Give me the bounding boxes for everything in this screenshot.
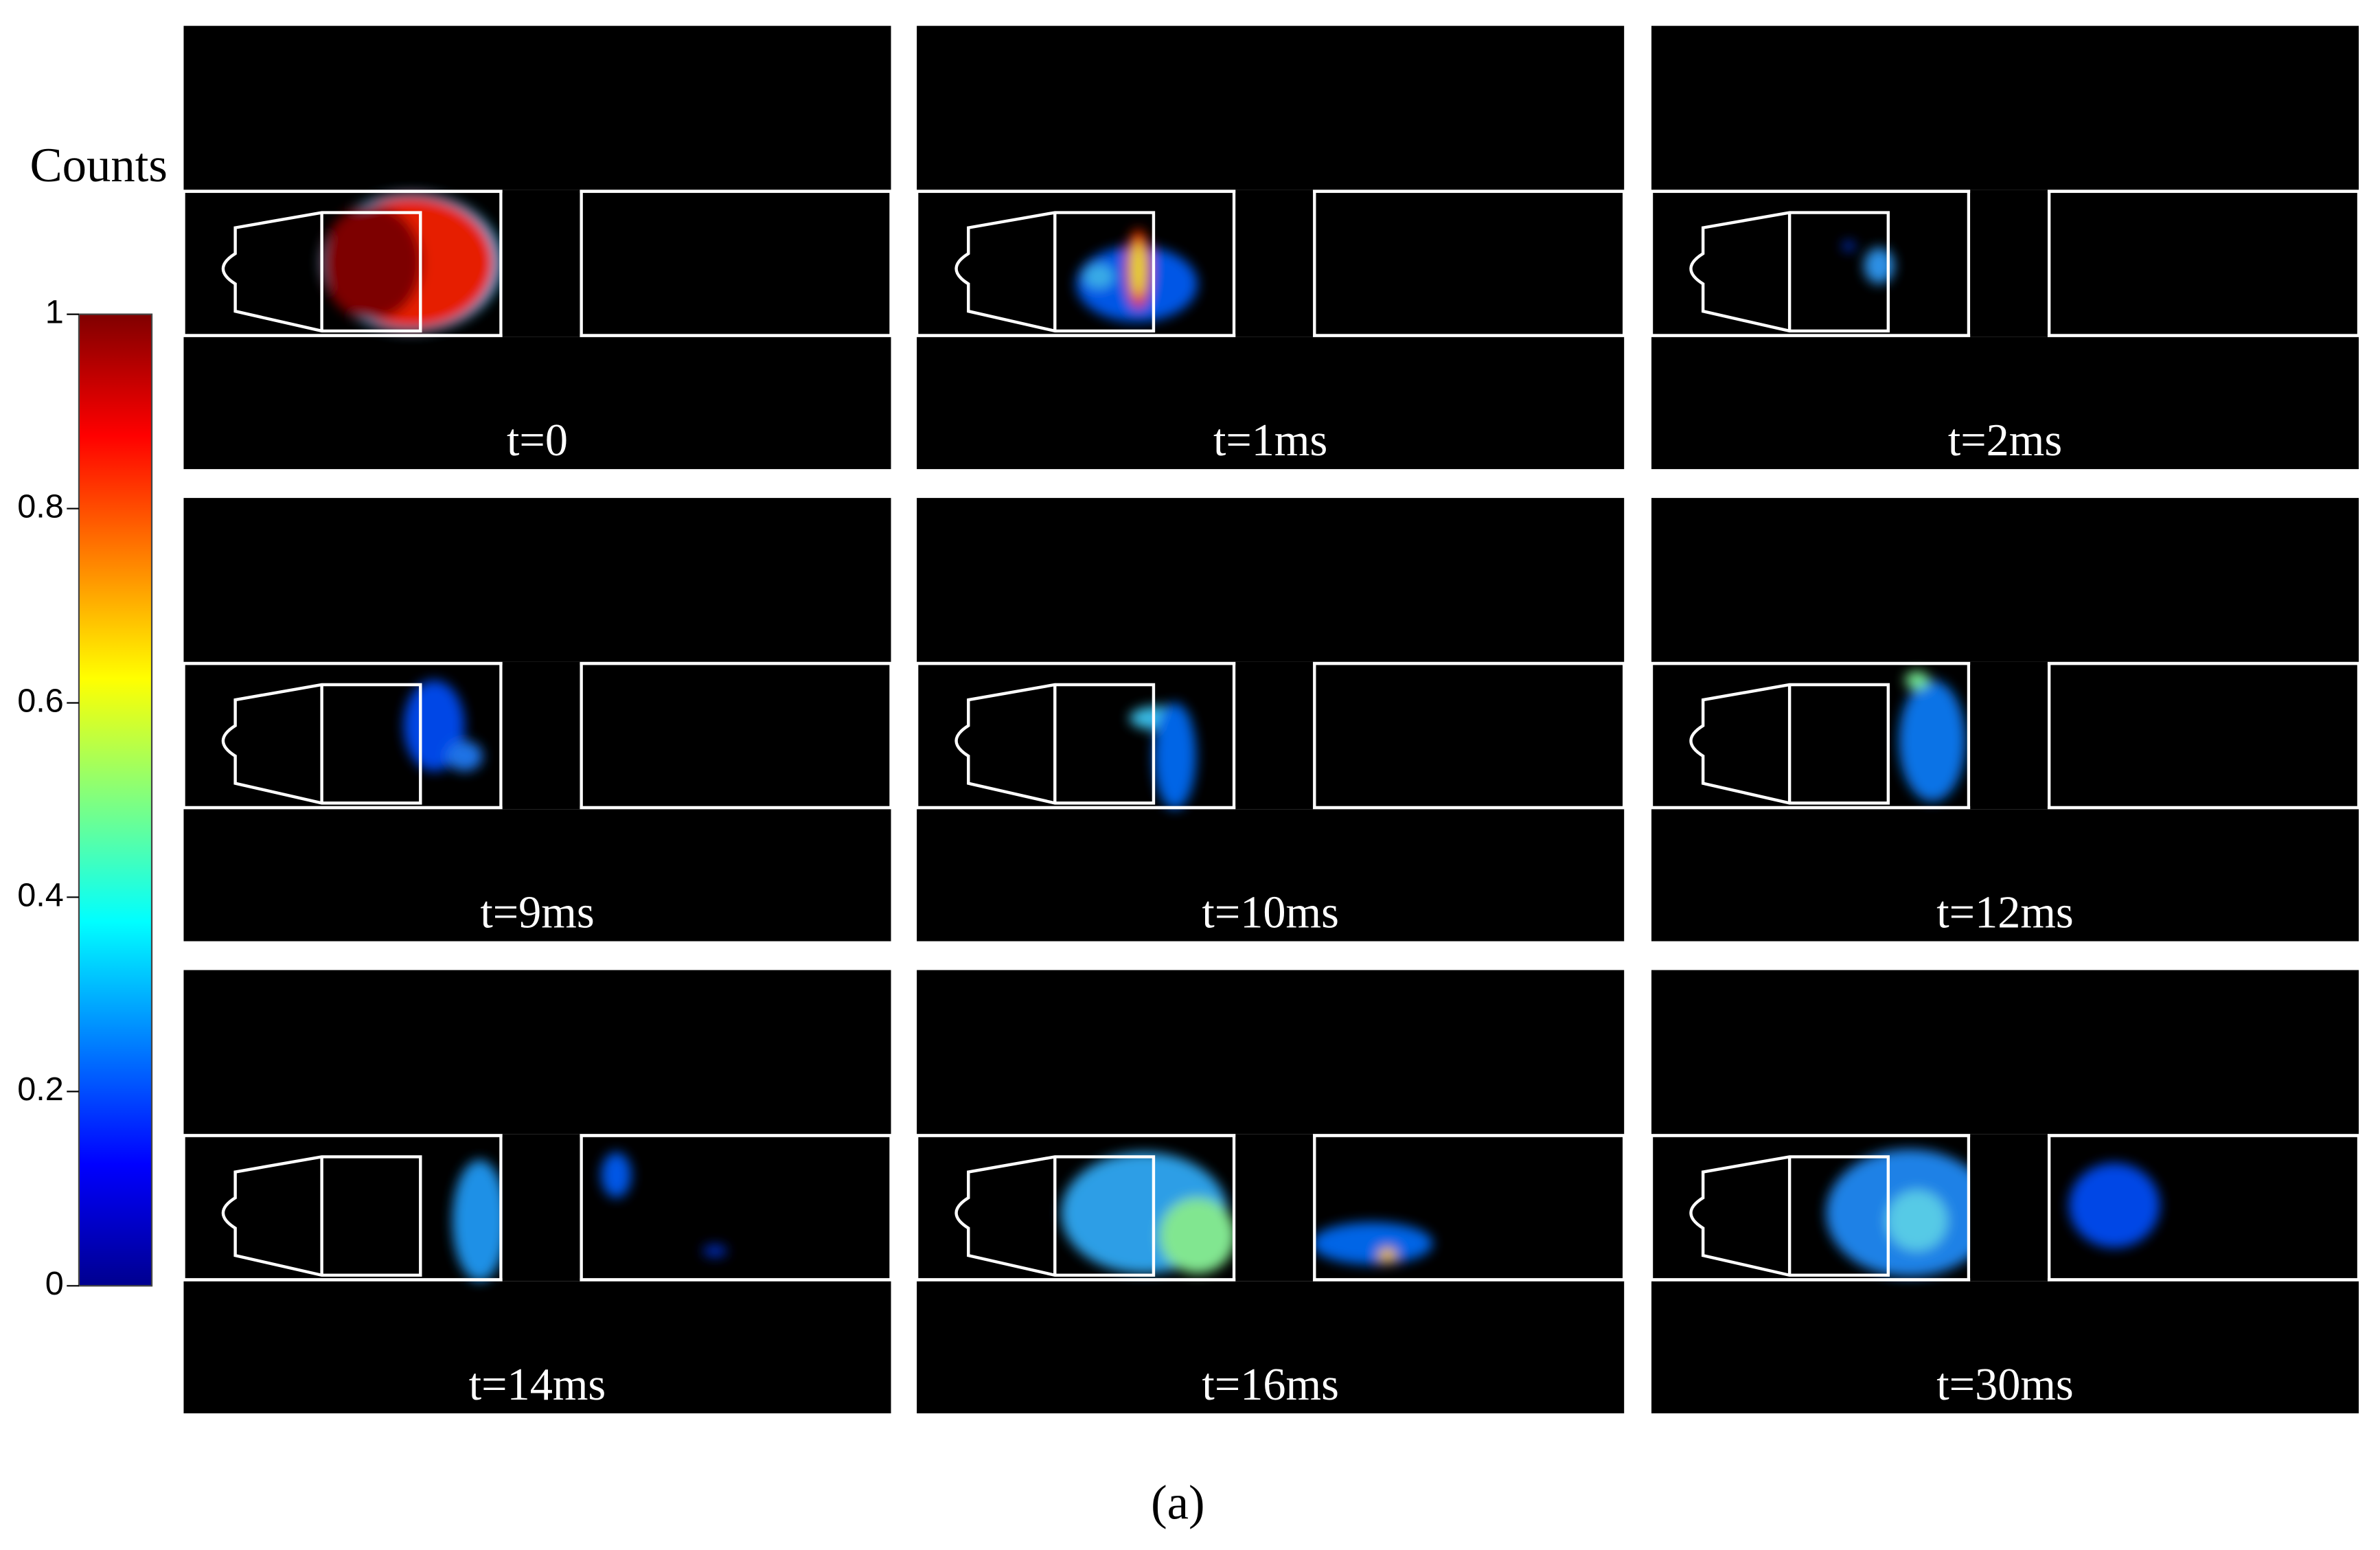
panel: t=12ms	[1649, 498, 2361, 942]
gap	[1235, 661, 1314, 810]
panel-label: t=16ms	[1202, 1360, 1338, 1410]
gap	[1970, 1134, 2048, 1281]
flame-blob	[1842, 241, 1855, 251]
left-box	[1649, 661, 1971, 810]
engine-outline	[954, 683, 1156, 805]
panel: t=9ms	[182, 498, 893, 942]
flame	[1899, 671, 1966, 802]
flame-blob	[1084, 264, 1114, 289]
panel: t=14ms	[182, 970, 893, 1413]
flame-blob	[1905, 671, 1930, 689]
colorbar-tick-label: 0	[45, 1265, 64, 1302]
flame	[403, 680, 483, 771]
right-box	[2047, 190, 2361, 337]
flame-blob	[1378, 1248, 1397, 1264]
left-box	[182, 1134, 503, 1281]
flame	[1129, 703, 1196, 810]
panel-label: t=10ms	[1202, 887, 1338, 937]
panel-label: t=30ms	[1936, 1360, 2073, 1410]
flame	[1061, 1152, 1433, 1274]
right-box	[2047, 1134, 2361, 1281]
gap	[1235, 190, 1314, 337]
colorbar-tick-label: 1	[45, 293, 64, 330]
flame-blob	[1153, 703, 1196, 810]
flame-blob	[321, 205, 422, 321]
engine-outline	[954, 1155, 1156, 1277]
flame-blob	[2068, 1163, 2160, 1249]
colorbar	[78, 313, 153, 1287]
left-box	[915, 661, 1236, 810]
left-box	[182, 661, 503, 810]
flame-blob	[601, 1152, 632, 1198]
right-box	[2047, 661, 2361, 810]
left-box	[182, 190, 503, 337]
flame-blob	[1899, 680, 1966, 802]
flame-blob	[1132, 241, 1145, 297]
engine-outline	[221, 683, 422, 805]
gap	[1235, 1134, 1314, 1281]
colorbar-tick-label: 0.6	[17, 682, 64, 719]
gap	[502, 661, 580, 810]
panel: t=0	[182, 25, 893, 470]
right-box	[1313, 661, 1626, 810]
engine-outline	[954, 211, 1156, 333]
right-box	[1313, 1134, 1626, 1281]
panel-label: t=0	[507, 415, 568, 466]
engine-outline	[1689, 211, 1890, 333]
panel: t=30ms	[1649, 970, 2361, 1413]
flame-blob	[1311, 1222, 1433, 1265]
left-box	[915, 190, 1236, 337]
engine-outline	[221, 211, 422, 333]
gap	[1970, 661, 2048, 810]
panel-label: t=2ms	[1948, 415, 2062, 466]
panel-label: t=12ms	[1936, 887, 2073, 937]
right-box	[580, 190, 893, 337]
gap	[502, 190, 580, 337]
flame	[1076, 229, 1198, 322]
panel-label: t=1ms	[1213, 415, 1327, 466]
panel: t=2ms	[1649, 25, 2361, 470]
colorbar-label: Counts	[30, 139, 167, 192]
panel-label: t=14ms	[469, 1360, 606, 1410]
right-box	[580, 1134, 893, 1281]
flame-blob	[702, 1244, 727, 1257]
gap	[1970, 190, 2048, 337]
panel-label: t=9ms	[480, 887, 594, 937]
panel: t=16ms	[915, 970, 1626, 1413]
caption: (a)	[1151, 1476, 1205, 1529]
left-box	[1649, 190, 1971, 337]
gap	[502, 1134, 580, 1281]
engine-outline	[221, 1155, 422, 1277]
flame	[1826, 1149, 2160, 1277]
flame	[320, 192, 503, 333]
flame-blob	[1886, 1190, 1948, 1251]
engine-outline	[1689, 1155, 1890, 1277]
colorbar-tick-label: 0.8	[17, 488, 64, 525]
left-box	[1649, 1134, 1971, 1281]
right-box	[1313, 190, 1626, 337]
colorbar-tick-label: 0.2	[17, 1071, 64, 1108]
colorbar-tick-label: 0.4	[17, 876, 64, 913]
engine-outline	[1689, 683, 1890, 805]
flame-blob	[452, 1159, 507, 1281]
panel: t=1ms	[915, 25, 1626, 470]
flame	[452, 1152, 727, 1281]
flame-blob	[446, 740, 483, 771]
flame-blob	[1159, 1198, 1236, 1274]
left-box	[915, 1134, 1236, 1281]
right-box	[580, 661, 893, 810]
panel: t=10ms	[915, 498, 1626, 942]
